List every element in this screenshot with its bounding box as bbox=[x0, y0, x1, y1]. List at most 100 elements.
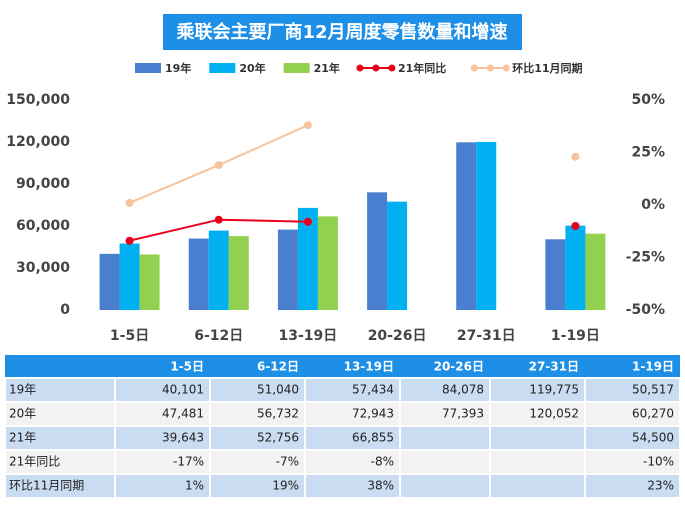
table-cell: 77,393 bbox=[442, 407, 484, 421]
x-tick-label: 13-19日 bbox=[279, 328, 338, 344]
x-tick-label: 1-5日 bbox=[110, 328, 149, 344]
bar bbox=[228, 236, 249, 310]
table-header: 1-5日 bbox=[170, 360, 204, 374]
table-cell-bg bbox=[586, 451, 679, 473]
legend-label: 21年同比 bbox=[398, 61, 446, 75]
table-row-label: 21年同比 bbox=[9, 455, 60, 469]
line-marker bbox=[303, 217, 312, 226]
table-cell: 120,052 bbox=[529, 407, 579, 421]
legend-label: 20年 bbox=[239, 61, 265, 75]
table-cell-bg bbox=[211, 451, 304, 473]
y2-tick-label: -50% bbox=[626, 302, 665, 318]
table-cell-bg bbox=[306, 403, 399, 425]
table-cell-bg bbox=[586, 379, 679, 401]
table-cell: 56,732 bbox=[257, 407, 299, 421]
bar bbox=[545, 239, 566, 310]
table-cell-bg bbox=[306, 451, 399, 473]
legend-label: 19年 bbox=[165, 61, 191, 75]
table-cell-bg bbox=[116, 379, 209, 401]
table-cell: 1% bbox=[185, 479, 204, 493]
table-cell: 84,078 bbox=[442, 383, 484, 397]
bar bbox=[565, 225, 586, 310]
table-cell: 119,775 bbox=[529, 383, 579, 397]
table-cell-bg bbox=[306, 427, 399, 449]
table-cell-bg bbox=[401, 379, 489, 401]
table-cell-bg bbox=[6, 403, 114, 425]
bar bbox=[585, 233, 606, 310]
table-cell-bg bbox=[491, 403, 584, 425]
table-cell-bg bbox=[211, 379, 304, 401]
table-cell-bg bbox=[6, 475, 114, 497]
table-header: 27-31日 bbox=[529, 360, 579, 374]
table-cell: 66,855 bbox=[352, 431, 394, 445]
table-cell: -7% bbox=[276, 455, 299, 469]
table-cell: 60,270 bbox=[632, 407, 674, 421]
table-cell-bg bbox=[116, 403, 209, 425]
table-cell: 39,643 bbox=[162, 431, 204, 445]
legend-marker bbox=[486, 64, 494, 72]
table-row-label: 20年 bbox=[9, 407, 36, 421]
bar bbox=[208, 230, 229, 310]
table-cell: 57,434 bbox=[352, 383, 394, 397]
table-cell: 72,943 bbox=[352, 407, 394, 421]
bar bbox=[277, 229, 298, 310]
line-marker bbox=[571, 222, 580, 230]
line-marker bbox=[214, 215, 223, 224]
bar bbox=[139, 254, 160, 310]
y2-tick-label: 50% bbox=[631, 92, 665, 108]
x-tick-label: 27-31日 bbox=[457, 328, 516, 344]
table-cell-bg bbox=[6, 379, 114, 401]
table-header: 1-19日 bbox=[632, 360, 674, 374]
x-tick-label: 6-12日 bbox=[194, 328, 243, 344]
table-cell: 54,500 bbox=[632, 431, 674, 445]
line-marker bbox=[125, 198, 134, 207]
table-cell-bg bbox=[211, 475, 304, 497]
table-cell: 50,517 bbox=[632, 383, 674, 397]
legend-marker bbox=[502, 64, 510, 72]
y2-tick-label: -25% bbox=[626, 250, 665, 266]
y-tick-label: 90,000 bbox=[16, 176, 70, 192]
y2-tick-label: 25% bbox=[631, 145, 665, 161]
line-marker bbox=[125, 236, 134, 245]
table-cell-bg bbox=[116, 427, 209, 449]
legend-label: 21年 bbox=[314, 61, 340, 75]
legend-marker bbox=[388, 64, 396, 72]
table-cell-bg bbox=[116, 475, 209, 497]
y-tick-label: 30,000 bbox=[16, 260, 70, 276]
bar bbox=[188, 238, 209, 310]
table-cell-bg bbox=[491, 427, 584, 449]
y-tick-label: 0 bbox=[60, 302, 70, 318]
table-cell-bg bbox=[6, 427, 114, 449]
table-header: 6-12日 bbox=[257, 360, 299, 374]
table-cell-bg bbox=[116, 451, 209, 473]
table-cell-bg bbox=[586, 427, 679, 449]
y2-tick-label: 0% bbox=[641, 197, 665, 213]
y-tick-label: 120,000 bbox=[6, 134, 70, 150]
table-cell-bg bbox=[586, 475, 679, 497]
table-cell: 52,756 bbox=[257, 431, 299, 445]
legend-marker bbox=[356, 64, 364, 72]
bar bbox=[476, 141, 497, 310]
bar bbox=[119, 243, 140, 310]
line-marker bbox=[214, 161, 223, 170]
chart-title: 乘联会主要厂商12月周度零售数量和增速 bbox=[175, 21, 507, 43]
table-header: 20-26日 bbox=[434, 360, 484, 374]
line bbox=[130, 125, 576, 203]
table-cell-bg bbox=[586, 403, 679, 425]
table-cell: 51,040 bbox=[257, 383, 299, 397]
bar bbox=[99, 253, 120, 310]
y-tick-label: 60,000 bbox=[16, 218, 70, 234]
table-row-label: 环比11月同期 bbox=[9, 479, 84, 493]
bar bbox=[387, 201, 408, 310]
table-row-label: 21年 bbox=[9, 431, 36, 445]
y-tick-label: 150,000 bbox=[6, 92, 70, 108]
table-cell-bg bbox=[491, 475, 584, 497]
table-cell-bg bbox=[401, 427, 489, 449]
table-cell-bg bbox=[491, 379, 584, 401]
line-marker bbox=[303, 121, 312, 130]
table-cell-bg bbox=[401, 403, 489, 425]
table-cell-bg bbox=[306, 379, 399, 401]
table-cell-bg bbox=[401, 475, 489, 497]
table-cell-bg bbox=[401, 451, 489, 473]
